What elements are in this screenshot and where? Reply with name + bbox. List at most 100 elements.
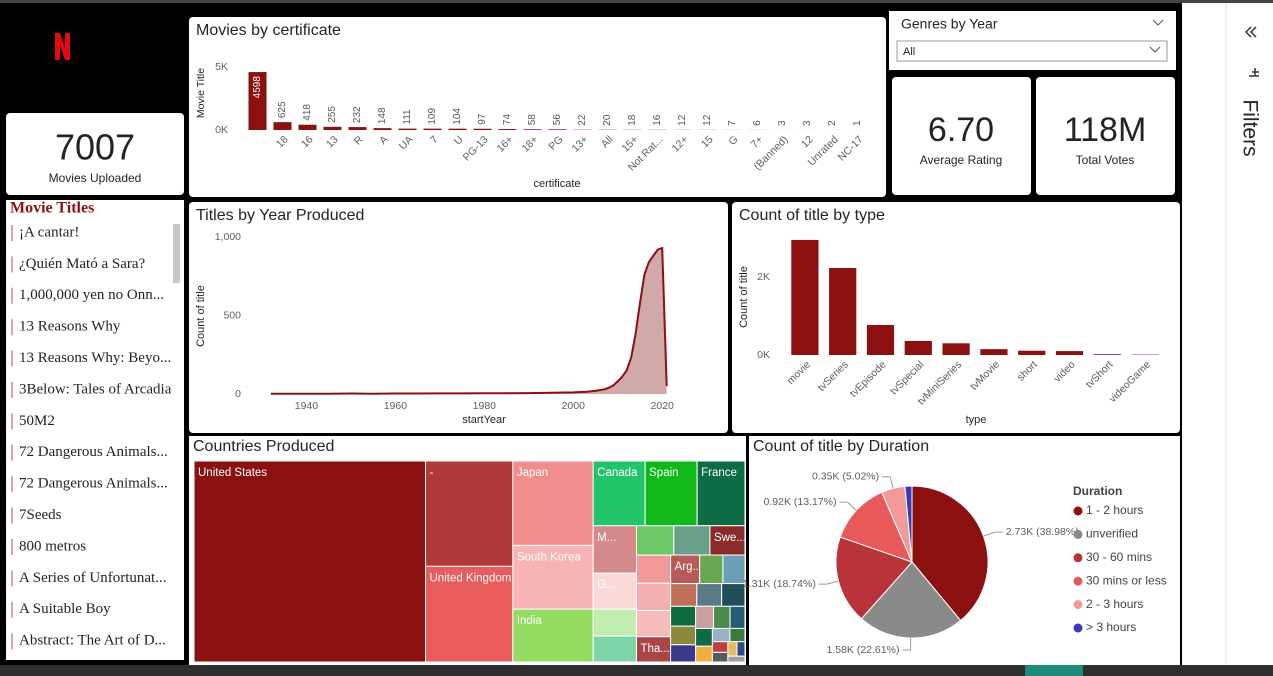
treemap-cell[interactable] [727,641,738,657]
treemap-cell[interactable] [695,605,715,629]
treemap-cell[interactable] [644,460,698,527]
netflix-logo [55,33,70,60]
treemap-cell[interactable] [695,645,713,663]
line [270,246,668,395]
treemap-cell[interactable] [592,608,637,637]
scrollbar[interactable] [173,224,180,283]
treemap-cell[interactable] [729,605,746,629]
treemap-cell[interactable] [425,565,514,663]
treemap-cell[interactable] [193,460,427,663]
collapse-icon[interactable] [1244,26,1257,38]
filters-title[interactable]: Filters [1238,99,1261,156]
treemap-cell[interactable] [695,627,713,647]
treemap-cell[interactable] [711,651,729,663]
bar [473,128,492,130]
pie-slice[interactable] [904,485,913,563]
treemap-label: - [430,467,434,479]
list-item[interactable]: 13 Reasons Why: Beyo... [19,350,171,366]
data-label: 3 [777,120,788,126]
treemap-cell[interactable] [635,525,675,556]
treemap-cell[interactable] [727,655,746,663]
treemap-label: Swe... [714,532,746,544]
pie-slice[interactable] [839,491,913,563]
bar [348,127,367,130]
list-item[interactable]: 72 Dangerous Animals... [19,476,168,492]
treemap-cell[interactable] [635,582,672,611]
treemap-cell[interactable] [635,636,672,663]
dropdown-value[interactable]: All [903,46,915,58]
card-value: 6.70 [928,111,994,149]
treemap-cell[interactable] [722,554,746,585]
list-item[interactable]: 1,000,000 yen no Onn... [19,287,164,303]
bottom-tab[interactable] [1025,665,1083,676]
treemap-cell[interactable] [729,627,746,643]
chart-title: Count of title by Duration [753,438,929,455]
panel [189,202,728,433]
treemap-cell[interactable] [670,625,697,646]
treemap-label: South Korea [517,551,582,563]
list-item[interactable]: 3Below: Tales of Arcadia [19,381,172,397]
treemap-cell[interactable] [592,572,637,610]
treemap-cell[interactable] [512,460,594,546]
treemap-cell[interactable] [673,525,711,556]
top-strip [0,0,1273,3]
filter-icon[interactable] [1249,68,1259,77]
treemap-cell[interactable] [736,641,746,657]
treemap-cell[interactable] [592,635,637,663]
treemap-cell[interactable] [696,583,723,607]
y-tick-label: 2K [757,271,770,283]
list-item[interactable]: 13 Reasons Why [19,319,121,335]
treemap-label: Japan [517,467,548,479]
list-item[interactable]: A Suitable Boy [19,601,111,617]
treemap-cell[interactable] [711,641,729,653]
treemap-cell[interactable] [711,627,731,643]
list-item[interactable]: A Series of Unfortunat... [19,570,166,586]
x-tick-label: 1940 [295,400,319,412]
treemap-cell[interactable] [670,644,697,663]
chevron[interactable] [1152,19,1164,26]
treemap-cell[interactable] [635,554,672,584]
legend-marker [1073,529,1083,539]
treemap-cell[interactable] [696,460,746,527]
treemap-cell[interactable] [713,605,731,629]
list-item[interactable]: 800 metros [19,538,86,554]
y-tick-label: 0 [235,388,241,400]
list-item[interactable]: Abstract: The Art of D... [19,633,166,649]
list-item[interactable]: 7Seeds [19,507,62,523]
data-label: 625 [277,101,288,118]
card [6,113,184,195]
treemap-cell[interactable] [425,460,514,567]
list-item[interactable]: ¿Quién Mató a Sara? [19,256,146,272]
list-item[interactable]: 72 Dangerous Animals... [19,444,168,460]
card-label: Average Rating [920,153,1003,167]
treemap-cell[interactable] [592,525,637,574]
data-label: 3 [802,120,813,126]
y-tick-label: 1,000 [215,231,241,243]
card-label: Movies Uploaded [49,171,142,185]
data-label: 1.58K (22.61%) [826,644,899,656]
pie-slice[interactable] [860,561,962,639]
dropdown[interactable] [896,40,1168,62]
treemap-cell[interactable] [709,525,746,556]
x-tick-label: 1960 [384,400,408,412]
chevron[interactable] [1149,46,1161,53]
treemap-cell[interactable] [635,609,672,638]
list-item[interactable]: 50M2 [19,413,55,429]
legend-label: > 3 hours [1086,620,1136,634]
list-item[interactable]: ¡A cantar! [19,224,79,240]
data-label: 111 [402,109,413,125]
bar [373,128,392,130]
treemap-cell[interactable] [699,554,724,585]
list-title: Movie Titles [10,200,94,217]
treemap-cell[interactable] [721,583,746,607]
legend-label: unverified [1086,527,1138,541]
card [1036,77,1175,195]
x-axis-title: type [966,414,987,426]
card [892,77,1031,195]
treemap-cell[interactable] [512,544,594,610]
treemap-cell[interactable] [670,583,698,607]
pie-slice[interactable] [835,536,913,620]
treemap-cell[interactable] [670,605,697,627]
treemap-cell[interactable] [512,608,594,663]
data-label: 20 [602,114,613,126]
